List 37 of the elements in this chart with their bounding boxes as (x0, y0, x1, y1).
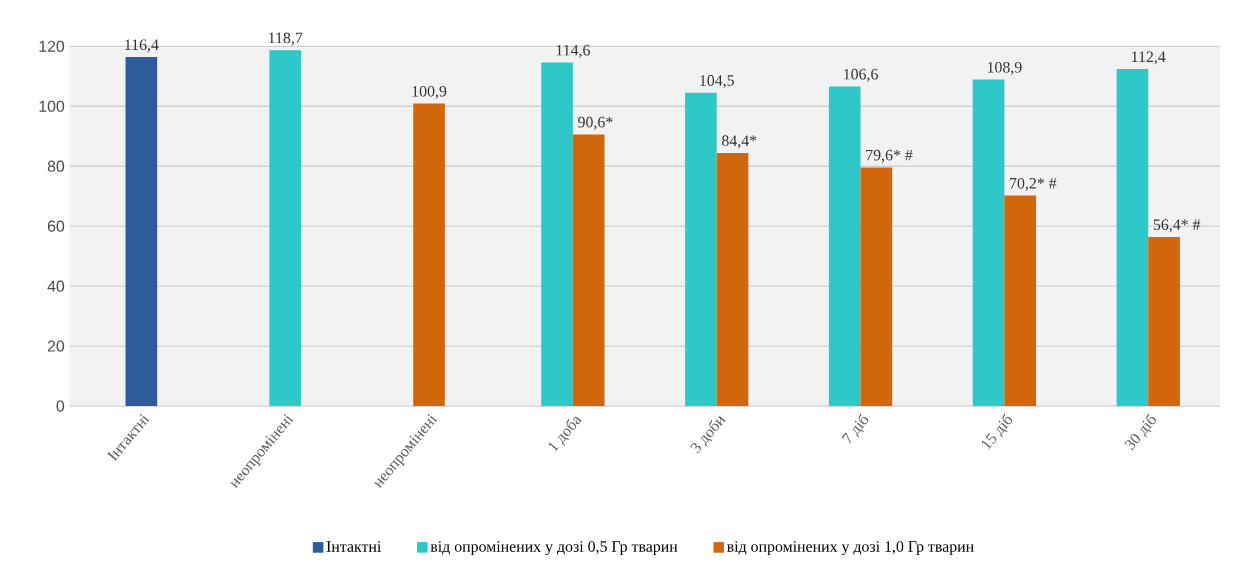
data-label: 112,4 (1132, 51, 1166, 65)
y-tick-label: 20 (47, 340, 65, 352)
bar (716, 152, 749, 406)
bar (541, 62, 573, 406)
bar (572, 134, 605, 406)
bar (125, 56, 158, 406)
bar (860, 167, 893, 406)
legend-label: від опромінених у дозі 1,0 Гр тварин (726, 540, 974, 555)
data-label: 104,5 (700, 74, 734, 88)
y-tick-label: 40 (47, 280, 65, 292)
y-tick-label: 100 (39, 100, 65, 112)
data-label: 56,4* # (1153, 219, 1201, 233)
data-label: 108,9 (987, 61, 1022, 75)
data-label: 70,2* # (1010, 177, 1057, 191)
bar (1004, 195, 1037, 406)
legend-label: від опромінених у дозі 0,5 Гр тварин (430, 540, 678, 555)
y-tick-label: 60 (47, 220, 65, 232)
y-tick-label: 80 (47, 160, 65, 172)
bar (1116, 68, 1149, 406)
data-label: 79,6* # (866, 149, 913, 163)
data-label: 116,4 (125, 39, 159, 53)
x-tick-label: 15 діб (981, 413, 1013, 450)
data-label: 106,6 (844, 68, 878, 82)
data-label: 118,7 (269, 32, 303, 46)
bar (972, 79, 1005, 406)
bar (828, 86, 861, 406)
legend-label: Інтактні (326, 540, 382, 552)
x-tick-label: 30 діб (1124, 413, 1156, 450)
y-tick-label: 120 (39, 40, 65, 52)
data-label: 114,6 (556, 44, 590, 58)
y-tick-label: 0 (56, 400, 65, 412)
bar (685, 92, 717, 406)
data-label: 90,6* (578, 116, 613, 130)
x-tick-label: 7 діб (841, 413, 869, 444)
data-label: 100,9 (412, 85, 447, 99)
bar (1148, 236, 1180, 406)
data-label: 84,4* (722, 135, 757, 149)
